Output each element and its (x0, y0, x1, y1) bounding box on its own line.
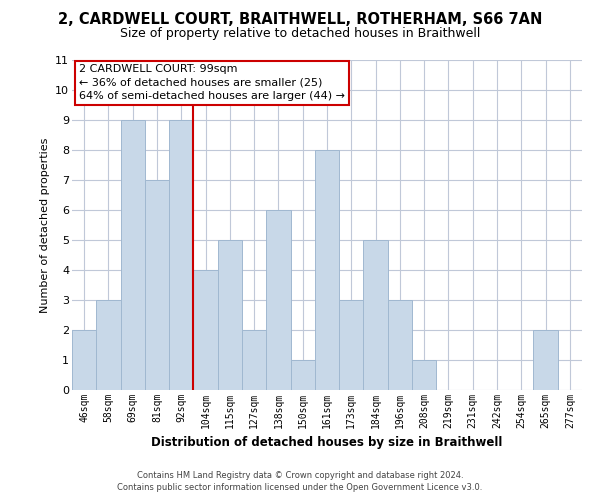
Bar (266, 210, 290, 390)
Bar (315, 150, 339, 390)
X-axis label: Distribution of detached houses by size in Braithwell: Distribution of detached houses by size … (151, 436, 503, 450)
Bar (388, 300, 412, 390)
Y-axis label: Number of detached properties: Number of detached properties (40, 138, 50, 312)
Text: Size of property relative to detached houses in Braithwell: Size of property relative to detached ho… (120, 28, 480, 40)
Bar (96, 300, 121, 390)
Bar (72, 330, 96, 390)
Bar (145, 180, 169, 390)
Bar (121, 120, 145, 390)
Bar (193, 270, 218, 390)
Text: 2, CARDWELL COURT, BRAITHWELL, ROTHERHAM, S66 7AN: 2, CARDWELL COURT, BRAITHWELL, ROTHERHAM… (58, 12, 542, 28)
Text: Contains HM Land Registry data © Crown copyright and database right 2024.
Contai: Contains HM Land Registry data © Crown c… (118, 471, 482, 492)
Bar (169, 120, 193, 390)
Bar (242, 330, 266, 390)
Bar (339, 300, 364, 390)
Bar (412, 360, 436, 390)
Bar (218, 240, 242, 390)
Bar (290, 360, 315, 390)
Bar (533, 330, 558, 390)
Text: 2 CARDWELL COURT: 99sqm
← 36% of detached houses are smaller (25)
64% of semi-de: 2 CARDWELL COURT: 99sqm ← 36% of detache… (79, 64, 345, 101)
Bar (364, 240, 388, 390)
